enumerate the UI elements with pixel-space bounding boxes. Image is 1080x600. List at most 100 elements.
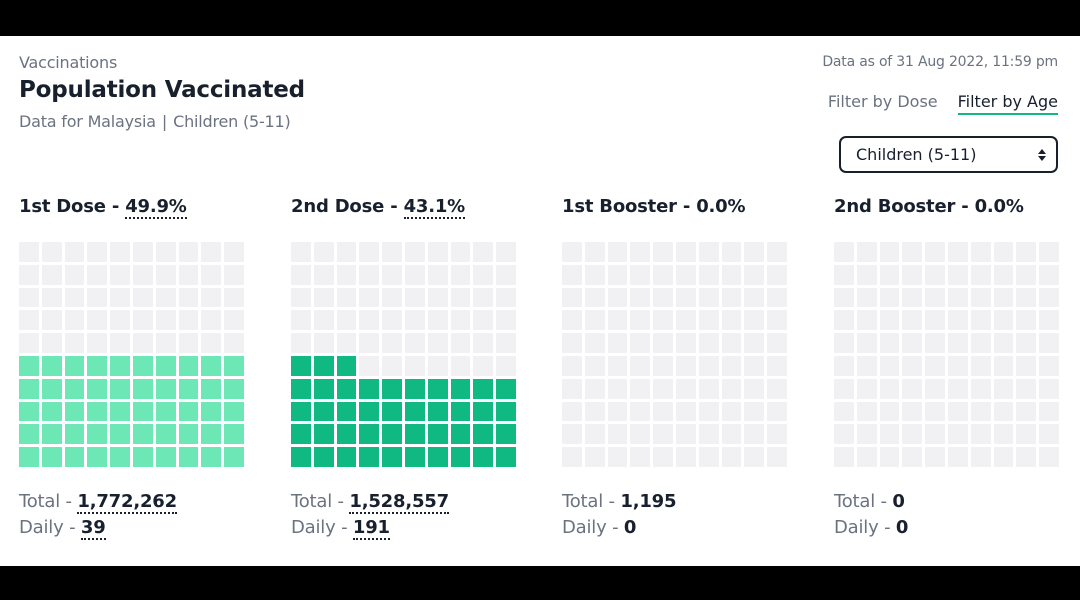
- waffle-cell: [87, 333, 108, 353]
- select-chevron-icon: [1038, 148, 1046, 161]
- waffle-cell: [382, 378, 402, 399]
- waffle-cell: [902, 242, 923, 262]
- daily-label: Daily -: [834, 517, 891, 538]
- waffle-cell: [698, 401, 719, 422]
- waffle-cell: [630, 401, 651, 422]
- age-group-select[interactable]: Children (5-11): [839, 136, 1058, 173]
- waffle-cell: [291, 447, 311, 467]
- dose-percentage[interactable]: 43.1%: [403, 196, 466, 219]
- dose-name: 2nd Booster: [834, 196, 956, 217]
- dose-percentage: 0.0%: [696, 196, 746, 217]
- waffle-cell: [382, 242, 402, 262]
- waffle-cell: [41, 401, 62, 422]
- waffle-cell: [473, 378, 494, 399]
- waffle-cell: [1039, 447, 1059, 467]
- waffle-cell: [925, 310, 945, 331]
- waffle-cell: [110, 447, 130, 467]
- waffle-cell: [404, 310, 425, 331]
- daily-value[interactable]: 191: [352, 517, 390, 540]
- dose-separator: -: [390, 196, 398, 217]
- waffle-cell: [178, 333, 199, 353]
- waffle-cell: [41, 424, 62, 445]
- waffle-cell: [856, 242, 877, 262]
- waffle-cell: [64, 242, 85, 262]
- waffle-cell: [834, 333, 854, 353]
- waffle-cell: [404, 424, 425, 445]
- waffle-cell: [41, 287, 62, 308]
- waffle-cell: [336, 378, 357, 399]
- waffle-cell: [291, 378, 311, 399]
- waffle-cell: [359, 333, 380, 353]
- waffle-cell: [132, 355, 153, 376]
- waffle-cell: [834, 310, 854, 331]
- waffle-cell: [450, 287, 471, 308]
- waffle-cell: [698, 355, 719, 376]
- waffle-cell: [744, 287, 765, 308]
- waffle-cell: [856, 401, 877, 422]
- waffle-cell: [1016, 242, 1037, 262]
- waffle-cell: [291, 355, 311, 376]
- waffle-cell: [1039, 333, 1059, 353]
- waffle-cell: [1016, 447, 1037, 467]
- waffle-cell: [336, 355, 357, 376]
- waffle-cell: [856, 287, 877, 308]
- waffle-cell: [132, 424, 153, 445]
- waffle-cell: [653, 310, 673, 331]
- dose-name: 1st Booster: [562, 196, 677, 217]
- total-value[interactable]: 1,528,557: [349, 491, 449, 514]
- waffle-cell: [496, 401, 516, 422]
- waffle-cell: [675, 242, 696, 262]
- waffle-cell: [132, 378, 153, 399]
- waffle-cell: [359, 401, 380, 422]
- waffle-cell: [64, 378, 85, 399]
- waffle-cell: [947, 424, 968, 445]
- card-title: 2nd Dose - 43.1%: [291, 196, 517, 224]
- waffle-cell: [925, 264, 945, 285]
- daily-value[interactable]: 39: [80, 517, 106, 540]
- waffle-cell: [224, 378, 244, 399]
- waffle-cell: [313, 264, 334, 285]
- waffle-cell: [970, 401, 991, 422]
- waffle-cell: [834, 287, 854, 308]
- waffle-cell: [201, 447, 222, 467]
- waffle-cell: [427, 287, 448, 308]
- waffle-cell: [132, 287, 153, 308]
- waffle-chart: [19, 242, 244, 467]
- filter-by-dose-tab[interactable]: Filter by Dose: [827, 92, 938, 111]
- waffle-cell: [64, 355, 85, 376]
- waffle-cell: [427, 424, 448, 445]
- waffle-cell: [902, 333, 923, 353]
- waffle-cell: [473, 401, 494, 422]
- waffle-cell: [496, 333, 516, 353]
- waffle-cell: [64, 447, 85, 467]
- waffle-cell: [1016, 264, 1037, 285]
- total-value[interactable]: 1,772,262: [77, 491, 177, 514]
- waffle-cell: [993, 264, 1014, 285]
- daily-label: Daily -: [562, 517, 619, 538]
- waffle-cell: [41, 310, 62, 331]
- waffle-cell: [336, 447, 357, 467]
- waffle-cell: [767, 264, 787, 285]
- total-stat: Total - 1,528,557: [291, 491, 517, 514]
- waffle-cell: [879, 310, 900, 331]
- waffle-cell: [993, 333, 1014, 353]
- waffle-cell: [224, 355, 244, 376]
- waffle-cell: [584, 355, 605, 376]
- waffle-cell: [925, 401, 945, 422]
- waffle-cell: [993, 424, 1014, 445]
- waffle-cell: [178, 447, 199, 467]
- waffle-cell: [496, 447, 516, 467]
- waffle-cell: [64, 287, 85, 308]
- waffle-chart: [562, 242, 787, 467]
- dose-percentage[interactable]: 49.9%: [125, 196, 187, 219]
- waffle-cell: [178, 355, 199, 376]
- waffle-cell: [584, 401, 605, 422]
- dose-separator: -: [961, 196, 969, 217]
- waffle-cell: [1016, 310, 1037, 331]
- waffle-cell: [178, 242, 199, 262]
- waffle-cell: [947, 333, 968, 353]
- dose-card-2nd-booster: 2nd Booster - 0.0% Total - 0 Daily - 0: [834, 196, 1060, 538]
- waffle-cell: [607, 447, 628, 467]
- waffle-cell: [947, 355, 968, 376]
- filter-by-age-tab[interactable]: Filter by Age: [957, 92, 1058, 115]
